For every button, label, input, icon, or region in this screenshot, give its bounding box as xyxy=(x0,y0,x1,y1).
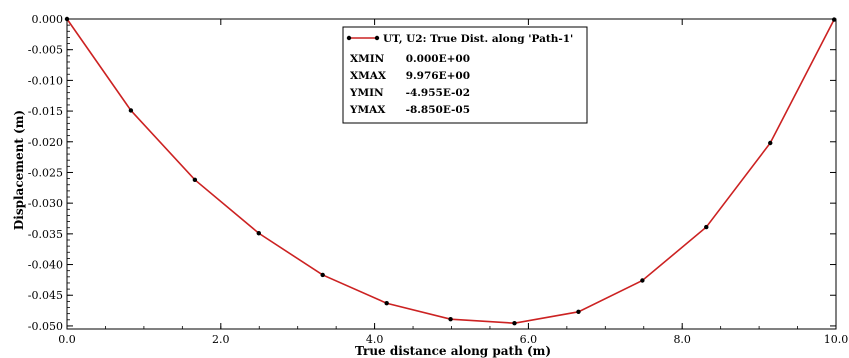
legend-stat-label: YMAX xyxy=(349,104,386,116)
y-tick-label: -0.045 xyxy=(28,289,63,302)
data-point xyxy=(768,140,773,146)
data-point xyxy=(512,320,517,326)
x-tick-label: 4.0 xyxy=(366,333,384,346)
data-point xyxy=(704,224,709,230)
y-tick-label: -0.025 xyxy=(28,166,63,179)
legend-marker-sample xyxy=(374,35,380,41)
data-point xyxy=(384,301,389,306)
y-axis-title: Displacement (m) xyxy=(12,110,26,230)
data-point xyxy=(128,108,134,113)
legend-stat-label: XMIN xyxy=(350,53,385,65)
y-tick-label: -0.030 xyxy=(28,197,63,210)
data-point xyxy=(320,272,325,278)
series-layer xyxy=(64,16,837,326)
data-point xyxy=(831,17,837,22)
y-tick-label: -0.035 xyxy=(28,228,63,241)
y-tick-label: -0.015 xyxy=(28,105,63,118)
y-tick-label: -0.040 xyxy=(28,259,63,272)
legend-stat-value: -4.955E-02 xyxy=(406,87,470,99)
data-point xyxy=(576,309,581,315)
y-tick-label: 0.000 xyxy=(32,13,64,26)
y-tick-label: -0.010 xyxy=(28,74,63,87)
x-axis-title: True distance along path (m) xyxy=(355,344,551,358)
legend-stat-value: 9.976E+00 xyxy=(406,70,470,82)
ticks: 0.0 2.0 4.0 6.0 8.0 10.0 0.000 -0.005 -0.010 -0.0… xyxy=(28,13,848,346)
legend-marker-sample xyxy=(346,35,352,41)
data-point xyxy=(192,177,198,183)
legend-stat-label: XMAX xyxy=(350,70,387,82)
legend-stat-value: 0.000E+00 xyxy=(406,53,470,65)
y-tick-label: -0.020 xyxy=(28,136,63,149)
legend: UT, U2: True Dist. along 'Path-1' XMIN 0… xyxy=(342,26,588,124)
data-point xyxy=(64,16,70,22)
x-tick-label: 8.0 xyxy=(673,333,691,346)
legend-stat-label: YMIN xyxy=(349,87,384,99)
x-tick-label: 6.0 xyxy=(520,333,538,346)
legend-stat-value: -8.850E-05 xyxy=(406,104,470,116)
data-point xyxy=(256,231,261,236)
y-tick-label: -0.050 xyxy=(28,320,63,333)
y-tick-label: -0.005 xyxy=(28,44,63,57)
x-tick-label: 10.0 xyxy=(824,333,849,346)
x-tick-label: 2.0 xyxy=(212,333,230,346)
data-point xyxy=(448,316,453,322)
data-point xyxy=(640,278,645,283)
legend-box xyxy=(342,26,588,124)
x-tick-label: 0.0 xyxy=(58,333,76,346)
legend-series-name: UT, U2: True Dist. along 'Path-1' xyxy=(383,33,573,45)
